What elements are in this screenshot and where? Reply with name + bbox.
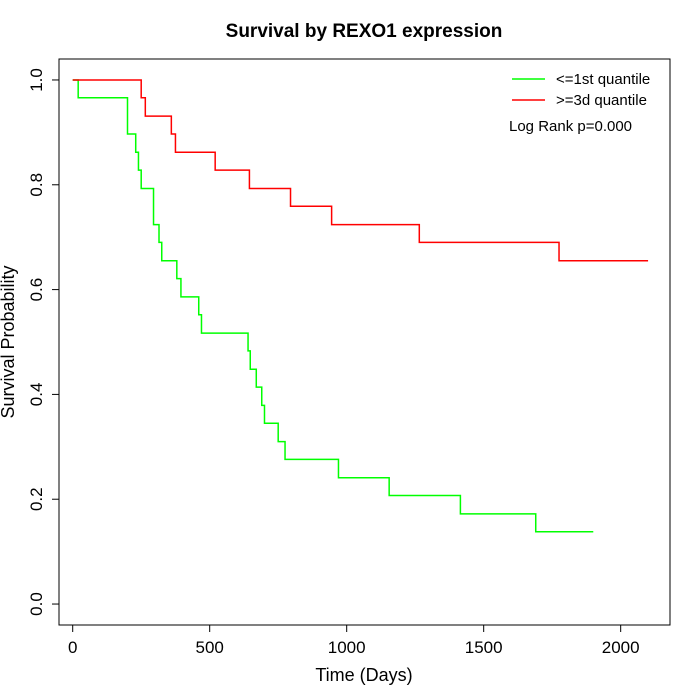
series-low-quantile-line — [72, 79, 594, 533]
legend-label-high: >=3d quantile — [556, 92, 647, 109]
y-axis: 0.0 0.2 0.4 0.6 0.8 1.0 — [27, 68, 60, 616]
x-tick-label: 500 — [196, 638, 224, 657]
y-tick-label: 0.4 — [27, 383, 46, 407]
chart-title: Survival by REXO1 expression — [226, 21, 503, 42]
log-rank-annotation: Log Rank p=0.000 — [509, 118, 632, 135]
x-axis-label: Time (Days) — [315, 665, 412, 685]
y-tick-label: 0.0 — [27, 592, 46, 616]
legend-label-low: <=1st quantile — [556, 71, 650, 88]
x-tick-label: 1000 — [328, 638, 366, 657]
y-tick-label: 0.2 — [27, 487, 46, 511]
x-tick-label: 1500 — [465, 638, 503, 657]
x-tick-label: 2000 — [602, 638, 640, 657]
series-layer — [72, 79, 649, 533]
series-high-quantile-line — [72, 79, 649, 262]
legend: <=1st quantile >=3d quantile — [512, 71, 650, 109]
y-tick-label: 0.8 — [27, 173, 46, 197]
x-tick-label: 0 — [68, 638, 77, 657]
x-axis: 0 500 1000 1500 2000 — [68, 624, 640, 657]
y-tick-label: 1.0 — [27, 68, 46, 92]
y-axis-label: Survival Probability — [0, 265, 18, 418]
plot-frame — [58, 58, 671, 626]
y-tick-label: 0.6 — [27, 278, 46, 302]
